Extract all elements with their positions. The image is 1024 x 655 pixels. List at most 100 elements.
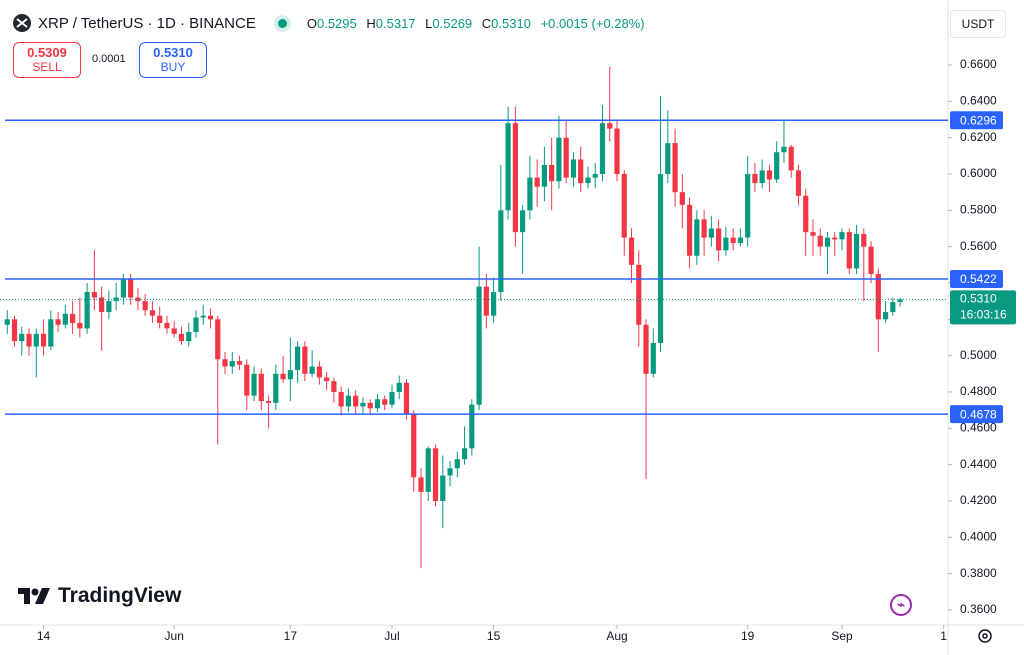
candle-body	[759, 170, 765, 184]
candle-body	[302, 346, 308, 374]
candle-body	[33, 333, 39, 347]
candle-body	[752, 174, 758, 184]
candle-body	[324, 377, 330, 382]
candle-body	[774, 152, 780, 180]
candle-body	[708, 228, 714, 238]
settings-icon[interactable]	[975, 626, 995, 646]
ohlc-value: 0.5269	[432, 15, 473, 31]
candle-body	[178, 333, 185, 342]
candle-body	[490, 292, 497, 316]
lightning-icon[interactable]: ⌁	[890, 594, 912, 616]
candle-body	[411, 413, 417, 478]
candle-body	[665, 143, 671, 175]
candle-body	[868, 246, 874, 274]
sell-label: SELL	[32, 60, 62, 74]
market-status-dot	[277, 18, 287, 28]
candle-body	[280, 373, 286, 380]
candle-body	[367, 402, 373, 409]
candle-body	[585, 177, 591, 184]
candle-body	[832, 237, 838, 240]
y-tick-label: 0.5600	[960, 239, 997, 253]
candle-body	[853, 233, 860, 269]
candle-body	[447, 468, 453, 476]
candle-body	[316, 366, 322, 378]
y-tick-label: 0.6200	[960, 130, 997, 144]
candle-body	[861, 233, 867, 247]
candle-body	[556, 137, 562, 182]
candle-body	[890, 302, 896, 313]
ohlc-label: O	[306, 15, 317, 31]
y-tick-label: 0.4000	[960, 529, 997, 543]
level-tag-label: 0.4678	[960, 407, 997, 421]
level-tag-label: 0.6296	[960, 113, 997, 127]
candle-body	[345, 395, 352, 407]
candle-body	[592, 174, 598, 178]
x-tick-label: 14	[37, 629, 51, 643]
candle-body	[882, 312, 889, 320]
buy-price: 0.5310	[153, 45, 193, 60]
ohlc-label: L	[425, 15, 433, 31]
y-tick-label: 0.4200	[960, 493, 997, 507]
y-tick-label: 0.5000	[960, 348, 997, 362]
candle-body	[360, 402, 366, 407]
candle-body	[382, 399, 388, 405]
candle-body	[338, 391, 344, 407]
x-tick-label: 17	[284, 629, 298, 643]
candle-body	[135, 297, 141, 302]
candle-body	[570, 159, 577, 178]
candle-body	[578, 159, 584, 184]
candle-body	[440, 475, 446, 501]
x-tick-label: Sep	[831, 629, 853, 643]
candle-body	[527, 177, 533, 211]
candle-body	[418, 477, 424, 492]
ohlc-value: 0.5295	[316, 15, 357, 31]
candle-body	[454, 459, 460, 469]
x-tick-label: Aug	[606, 629, 627, 643]
currency-selector[interactable]: USDT	[950, 10, 1006, 38]
last-price-tag	[950, 290, 1016, 325]
candle-body	[403, 382, 410, 414]
candle-body	[309, 366, 315, 374]
candle-body	[897, 299, 903, 303]
candle-body	[19, 333, 25, 342]
y-tick-label: 0.4400	[960, 457, 997, 471]
candle-body	[541, 164, 548, 187]
candle-body	[258, 373, 264, 402]
candle-body	[672, 143, 678, 193]
buy-label: BUY	[160, 60, 186, 74]
candle-body	[599, 123, 606, 175]
candle-body	[4, 319, 10, 325]
candle-body	[113, 297, 119, 302]
candle-body	[149, 310, 156, 316]
candle-body	[55, 319, 61, 325]
sell-button[interactable]: 0.5309 SELL	[13, 42, 81, 78]
candle-body	[614, 128, 620, 175]
x-tick-label: 19	[741, 629, 755, 643]
candle-body	[396, 382, 402, 392]
candle-body	[425, 448, 431, 492]
candle-body	[265, 401, 272, 403]
candle-body	[512, 123, 518, 233]
candle-body	[120, 279, 126, 298]
candle-body	[824, 237, 831, 247]
symbol-title[interactable]: XRP / TetherUS · 1D · BINANCE	[38, 14, 256, 32]
candle-body	[128, 279, 134, 298]
candle-body	[520, 210, 526, 233]
candle-body	[229, 361, 235, 367]
candle-body	[650, 342, 656, 374]
buy-button[interactable]: 0.5310 BUY	[139, 42, 207, 78]
ohlc-label: H	[366, 15, 376, 31]
y-tick-label: 0.3600	[960, 602, 997, 616]
candle-body	[461, 448, 468, 460]
y-tick-label: 0.6400	[960, 94, 997, 108]
candle-body	[679, 192, 685, 205]
candle-body	[142, 301, 148, 311]
spread: 0.0001	[92, 53, 126, 65]
candle-body	[84, 292, 90, 329]
ohlc-label: C	[481, 15, 492, 31]
candle-body	[803, 195, 809, 233]
candle-body	[353, 395, 359, 407]
candle-body	[244, 364, 250, 396]
